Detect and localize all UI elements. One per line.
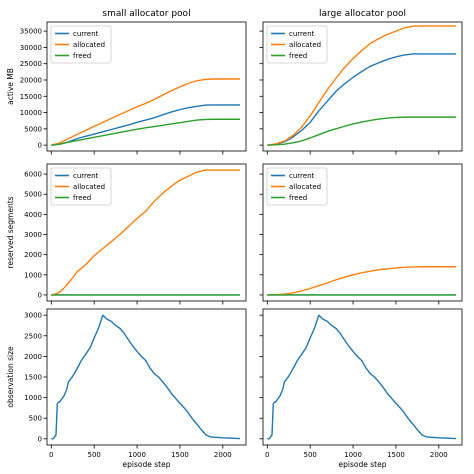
legend-label: current (289, 172, 315, 180)
legend-label: allocated (289, 183, 321, 191)
y-tick-label: 5000 (24, 191, 42, 199)
x-tick-label: 2000 (214, 451, 232, 459)
y-axis-label: observation size (6, 346, 15, 408)
subplot-6: 0 500 1000 1500 2000 episode step (259, 308, 463, 469)
series-line-freed (267, 116, 456, 146)
legend-box (50, 25, 112, 64)
subplot-2: large allocator pool current allocated free… (259, 9, 463, 155)
x-tick-label: 1000 (344, 451, 362, 459)
series-line-current (51, 104, 240, 146)
series-line-allocated (267, 25, 456, 146)
y-tick-label: 1000 (24, 394, 42, 402)
axes-frame (262, 21, 463, 152)
legend-box (266, 25, 328, 64)
axes-frame (46, 308, 247, 446)
legend-label: allocated (73, 41, 105, 49)
legend-label: current (73, 172, 99, 180)
legend: current allocated freed (266, 167, 328, 206)
y-tick-label: 15000 (20, 93, 42, 101)
legend: current allocated freed (50, 167, 112, 206)
y-tick-label: 2500 (24, 332, 42, 340)
x-tick-label: 500 (303, 451, 316, 459)
series-line-allocated (51, 78, 240, 146)
y-tick-label: 5000 (24, 125, 42, 133)
x-tick-label: 500 (87, 451, 100, 459)
legend-label: allocated (73, 183, 105, 191)
subplot-5: 0 500 1000 1500 2000 2500 3000 0 500 1000 1500 2000… (6, 308, 247, 469)
y-tick-label: 30000 (20, 44, 42, 52)
series-line-current (267, 53, 456, 146)
y-tick-label: 10000 (20, 109, 42, 117)
x-tick-label: 0 (49, 451, 53, 459)
axes-frame (262, 308, 463, 446)
y-tick-label: 0 (38, 142, 42, 150)
legend-label: current (73, 30, 99, 38)
legend-label: current (289, 30, 315, 38)
y-axis-label: active MB (6, 68, 15, 105)
x-axis-label: episode step (339, 460, 387, 469)
y-tick-label: 2000 (24, 353, 42, 361)
x-tick-label: 1500 (387, 451, 405, 459)
axes-frame (46, 163, 247, 302)
legend-label: freed (289, 52, 307, 60)
y-tick-label: 500 (29, 415, 42, 423)
axes-frame (262, 163, 463, 302)
y-tick-label: 1000 (24, 271, 42, 279)
legend-box (50, 167, 112, 206)
y-tick-label: 35000 (20, 28, 42, 36)
subplot-4: current allocated freed (259, 163, 463, 305)
y-tick-label: 3000 (24, 231, 42, 239)
legend-label: freed (73, 52, 91, 60)
y-tick-label: 0 (38, 435, 42, 443)
legend: current allocated freed (266, 25, 328, 64)
legend: current allocated freed (50, 25, 112, 64)
subplot-3: 0 1000 2000 3000 4000 5000 6000 reserved segmen… (6, 163, 247, 305)
y-tick-label: 6000 (24, 171, 42, 179)
x-tick-label: 2000 (430, 451, 448, 459)
series-line-observation-size (51, 314, 241, 440)
legend-box (266, 167, 328, 206)
series-line-allocated (51, 169, 240, 296)
y-tick-label: 1500 (24, 374, 42, 382)
series-line-freed (51, 118, 240, 146)
y-tick-label: 0 (38, 291, 42, 299)
x-tick-label: 1000 (128, 451, 146, 459)
legend-label: freed (73, 194, 91, 202)
subplot-title: large allocator pool (319, 9, 406, 19)
series-line-allocated (267, 266, 456, 296)
x-axis-label: episode step (123, 460, 171, 469)
axes-frame (46, 21, 247, 152)
y-tick-label: 4000 (24, 211, 42, 219)
legend-label: allocated (289, 41, 321, 49)
subplot-title: small allocator pool (102, 9, 190, 19)
y-axis-label: reserved segments (6, 196, 15, 268)
subplot-1: 0 5000 10000 15000 20000 25000 30000 35000 small… (6, 9, 247, 155)
legend-label: freed (289, 194, 307, 202)
series-line-observation-size (267, 314, 457, 440)
x-tick-label: 0 (265, 451, 269, 459)
y-tick-label: 3000 (24, 312, 42, 320)
y-tick-label: 25000 (20, 60, 42, 68)
y-tick-label: 2000 (24, 251, 42, 259)
y-tick-label: 20000 (20, 76, 42, 84)
x-tick-label: 1500 (171, 451, 189, 459)
